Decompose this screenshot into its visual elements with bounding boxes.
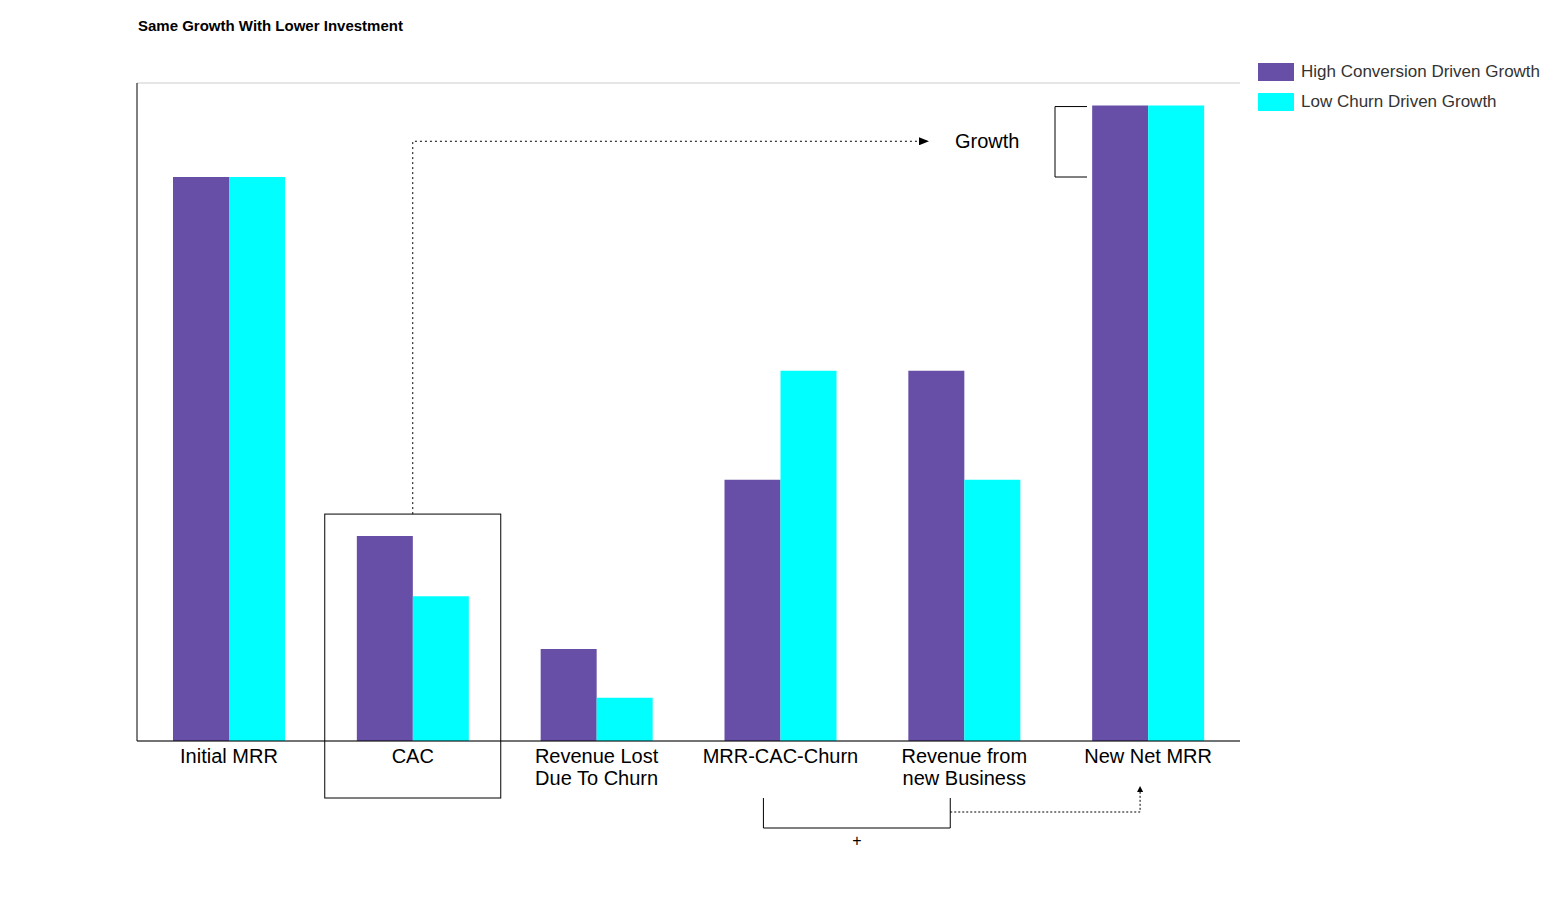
svg-text:MRR-CAC-Churn: MRR-CAC-Churn <box>703 745 859 767</box>
svg-text:CAC: CAC <box>392 745 434 767</box>
svg-text:+: + <box>852 832 861 849</box>
html-text:Low Churn Driven Growth: Low Churn Driven Growth <box>1301 92 1497 111</box>
svg-text:Growth: Growth <box>955 130 1019 152</box>
html-text:High Conversion Driven Growth: High Conversion Driven Growth <box>1301 62 1540 81</box>
svg-text:Initial MRR: Initial MRR <box>180 745 278 767</box>
html-text:Same Growth With Lower Investm: Same Growth With Lower Investment <box>138 17 403 34</box>
svg-text:Revenue LostDue To Churn: Revenue LostDue To Churn <box>535 745 659 789</box>
svg-text:Revenue fromnew Business: Revenue fromnew Business <box>901 745 1027 789</box>
svg-text:New Net MRR: New Net MRR <box>1084 745 1212 767</box>
